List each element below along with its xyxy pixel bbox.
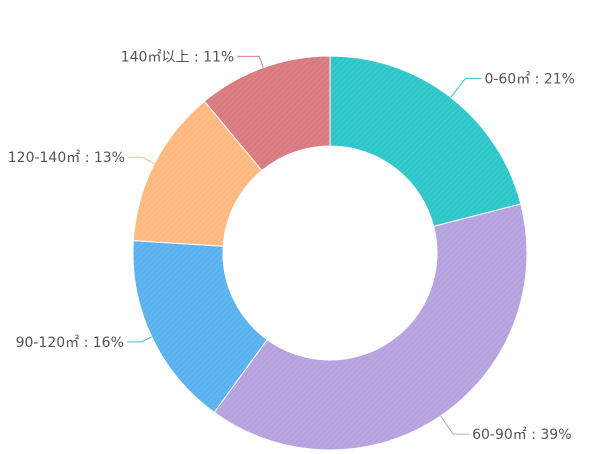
slice-4-texture (133, 101, 262, 247)
slice-label-2: 60-90㎡ : 39% (472, 427, 571, 443)
leader-line-3 (126, 336, 152, 343)
slice-2-texture (214, 204, 527, 450)
leader-line-4 (127, 156, 155, 165)
leader-lines-group (126, 55, 482, 435)
slice-5-texture (204, 56, 330, 171)
slice-1-texture (330, 56, 521, 227)
leader-line-2 (440, 415, 470, 435)
slice-label-1: 0-60㎡ : 21% (484, 71, 575, 87)
leader-line-1 (450, 77, 482, 98)
slice-label-5: 140㎡以上 : 11% (121, 49, 234, 65)
labels-group: 0-60㎡ : 21% 60-90㎡ : 39% 90-120㎡ : 16% 120-… (8, 49, 575, 443)
slices-group (132, 55, 528, 451)
slice-label-4: 120-140㎡ : 13% (8, 150, 125, 166)
leader-line-5 (237, 55, 264, 68)
slice-3-texture (133, 240, 268, 413)
slice-label-3: 90-120㎡ : 16% (16, 335, 124, 351)
